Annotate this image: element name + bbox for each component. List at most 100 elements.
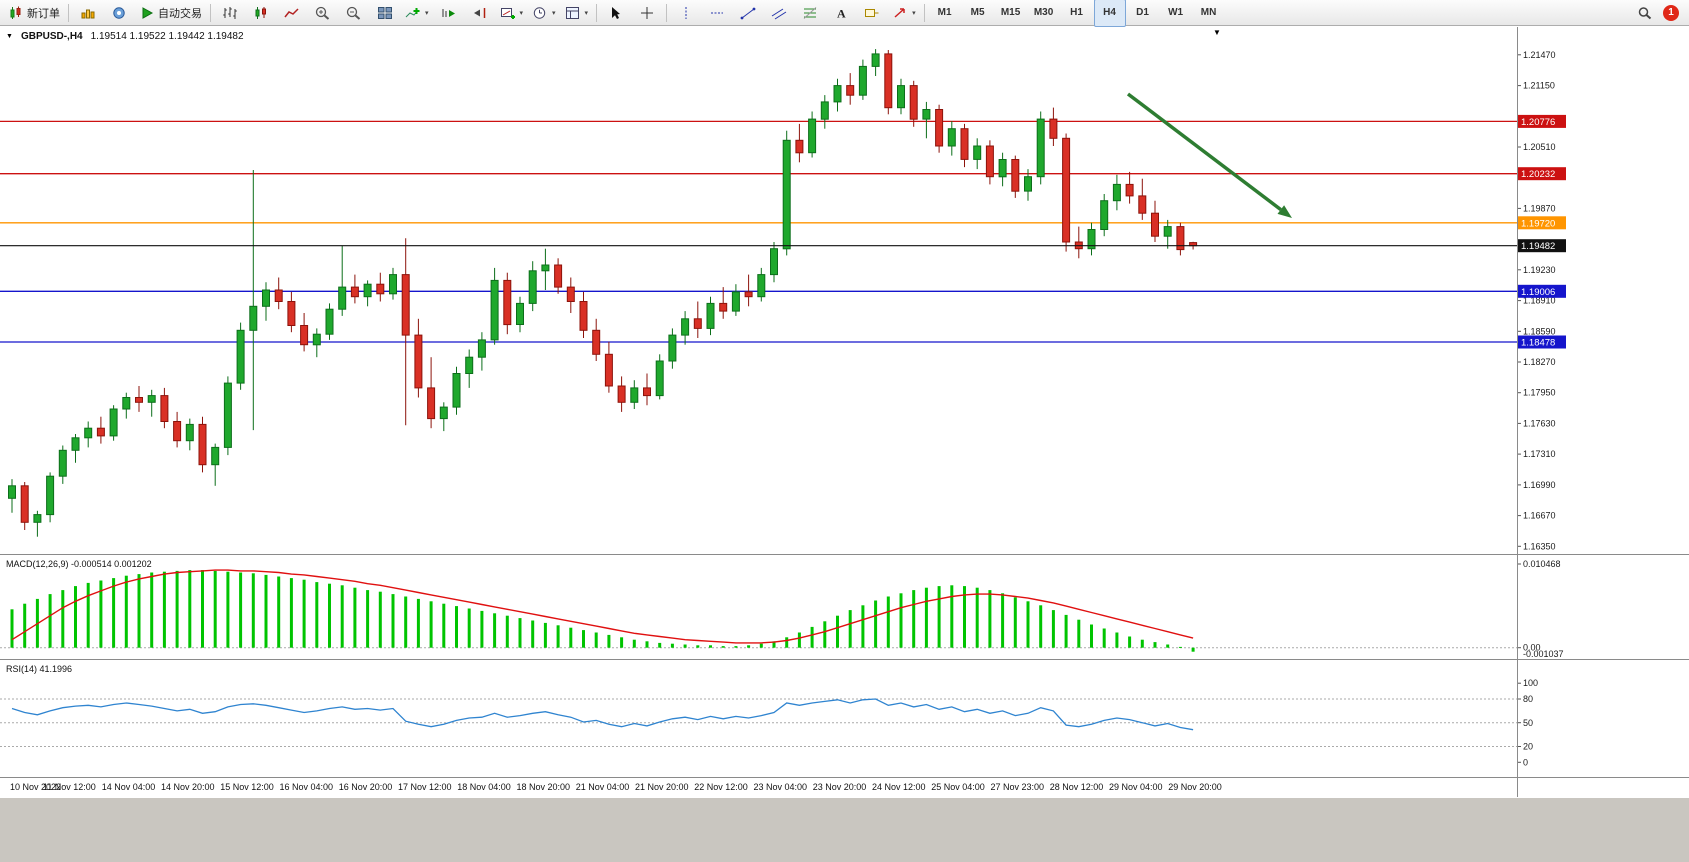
timeframe-h1-button[interactable]: H1 <box>1070 7 1083 18</box>
fibonacci-button[interactable] <box>795 1 825 25</box>
chart-collapse-icon[interactable]: ▼ <box>6 33 13 40</box>
svg-text:1.19870: 1.19870 <box>1523 203 1556 213</box>
vertical-line-button[interactable] <box>671 1 701 25</box>
cursor-icon <box>612 6 621 19</box>
time-label: 14 Nov 04:00 <box>101 782 156 792</box>
experts-button[interactable] <box>104 1 134 25</box>
indicators-button[interactable]: ▾ <box>401 1 433 25</box>
vline-icon <box>685 6 687 19</box>
time-label: 21 Nov 20:00 <box>635 782 689 792</box>
svg-text:20: 20 <box>1523 742 1533 752</box>
svg-text:1.19006: 1.19006 <box>1521 287 1555 298</box>
dropdown-caret-icon: ▾ <box>584 9 589 17</box>
macd-histogram <box>10 570 1195 652</box>
bar-chart-button[interactable] <box>215 1 245 25</box>
rsi-label: RSI(14) 41.1996 <box>6 664 72 674</box>
pane-separator <box>0 777 1689 778</box>
channel-button[interactable] <box>764 1 794 25</box>
svg-text:1.19230: 1.19230 <box>1523 265 1556 275</box>
text-button[interactable]: A <box>826 1 856 25</box>
notification-badge[interactable]: 1 <box>1663 4 1679 21</box>
toolbar-separator <box>68 3 69 22</box>
macd-pane[interactable]: 0.010468 0.00-0.001037 <box>0 556 1689 658</box>
dropdown-caret-icon: ▾ <box>552 9 556 17</box>
new-chart-button[interactable]: ▾ <box>496 1 528 25</box>
trendline-icon <box>740 7 756 19</box>
time-label: 28 Nov 12:00 <box>1049 782 1104 792</box>
search-button[interactable] <box>1630 1 1660 25</box>
svg-text:0.00: 0.00 <box>1523 643 1541 653</box>
svg-text:A: A <box>837 6 846 20</box>
macd-scale[interactable]: 0.010468 0.00-0.001037 <box>1517 559 1564 658</box>
toolbar: 新订单 自动交易 ▾ ▾ ▾ ▾ A ▾ M1 M5 M15 M30 H1 H4 D1 W1 MN 1 <box>0 0 1689 27</box>
timeframe-m15-button[interactable]: M15 <box>1000 7 1021 18</box>
crosshair-button[interactable] <box>632 1 662 25</box>
auto-scroll-button[interactable] <box>434 1 464 25</box>
svg-text:80: 80 <box>1523 694 1533 704</box>
cursor-button[interactable] <box>601 1 631 25</box>
time-label: 25 Nov 04:00 <box>931 782 985 792</box>
time-label: 23 Nov 04:00 <box>753 782 808 792</box>
pane-separator[interactable] <box>0 659 1689 660</box>
timeframe-d1-button[interactable]: D1 <box>1136 7 1149 18</box>
time-axis[interactable]: 10 Nov 2022 11 Nov 12:00 14 Nov 04:00 14 No… <box>0 778 1689 797</box>
svg-text:100: 100 <box>1523 678 1538 688</box>
timeframe-m1-button[interactable]: M1 <box>937 7 952 18</box>
time-label: 29 Nov 04:00 <box>1109 782 1163 792</box>
svg-text:1.17630: 1.17630 <box>1523 418 1556 428</box>
rsi-pane[interactable]: 100 80 50 20 0 <box>0 661 1689 776</box>
autotrading-button[interactable]: 自动交易 <box>135 1 206 25</box>
label-button[interactable] <box>857 1 887 25</box>
candlestick-button[interactable] <box>246 1 276 25</box>
timeframe-m5-button[interactable]: M5 <box>970 7 985 18</box>
zoom-in-icon <box>315 6 330 20</box>
search-icon <box>1638 6 1652 19</box>
time-label: 27 Nov 23:00 <box>990 782 1045 792</box>
tile-windows-button[interactable] <box>370 1 400 25</box>
horizontal-line-button[interactable] <box>702 1 732 25</box>
line-chart-button[interactable] <box>277 1 307 25</box>
svg-text:1.17310: 1.17310 <box>1523 449 1556 459</box>
timeframe-m30-button[interactable]: M30 <box>1033 7 1054 18</box>
svg-text:1.20232: 1.20232 <box>1521 169 1555 180</box>
autotrading-button-label: 自动交易 <box>158 7 202 20</box>
rsi-level-lines <box>0 698 1517 747</box>
candles-series <box>8 49 1198 537</box>
price-chart-pane[interactable]: 1.21470 1.21150 1.20510 1.19870 1.19230 1.189… <box>0 27 1689 554</box>
timeframe-h4-button[interactable]: H4 <box>1093 0 1126 27</box>
chart-end-marker-icon[interactable]: ▼ <box>1213 28 1221 37</box>
pane-separator[interactable] <box>0 554 1689 555</box>
toolbar-separator <box>666 3 668 22</box>
zoom-in-button[interactable] <box>308 1 338 25</box>
arrows-button[interactable]: ▾ <box>888 1 920 25</box>
trend-arrow[interactable] <box>1126 92 1292 218</box>
svg-text:1.21470: 1.21470 <box>1523 50 1556 60</box>
zoom-out-button[interactable] <box>339 1 369 25</box>
time-label: 16 Nov 04:00 <box>279 782 334 792</box>
price-scale[interactable]: 1.21470 1.21150 1.20510 1.19870 1.19230 1.189… <box>1517 50 1556 552</box>
zoom-out-icon <box>346 6 361 20</box>
rsi-name: RSI(14) <box>6 664 38 674</box>
templates-button[interactable]: ▾ <box>561 1 593 25</box>
auto-scroll-icon <box>442 8 455 17</box>
macd-name: MACD(12,26,9) <box>6 559 69 569</box>
timeframe-w1-button[interactable]: W1 <box>1168 7 1184 18</box>
clock-icon <box>533 6 546 19</box>
svg-text:1.19720: 1.19720 <box>1521 218 1555 229</box>
charts-button[interactable] <box>73 1 103 25</box>
price-scale-separator[interactable] <box>1517 27 1518 797</box>
new-order-button[interactable]: 新订单 <box>4 1 64 25</box>
periods-button[interactable]: ▾ <box>528 1 560 25</box>
time-label: 22 Nov 12:00 <box>694 782 748 792</box>
svg-text:0: 0 <box>1523 757 1528 767</box>
macd-signal-line <box>11 569 1194 644</box>
svg-text:0.010468: 0.010468 <box>1523 559 1561 569</box>
rsi-value: 41.1996 <box>39 664 73 674</box>
new-chart-icon <box>500 7 515 19</box>
window-bottom-area <box>0 798 1689 862</box>
chart-shift-button[interactable] <box>465 1 495 25</box>
timeframe-mn-button[interactable]: MN <box>1200 7 1217 18</box>
channel-icon <box>771 8 787 19</box>
trendline-button[interactable] <box>733 1 763 25</box>
rsi-scale[interactable]: 100 80 50 20 0 <box>1517 678 1538 767</box>
